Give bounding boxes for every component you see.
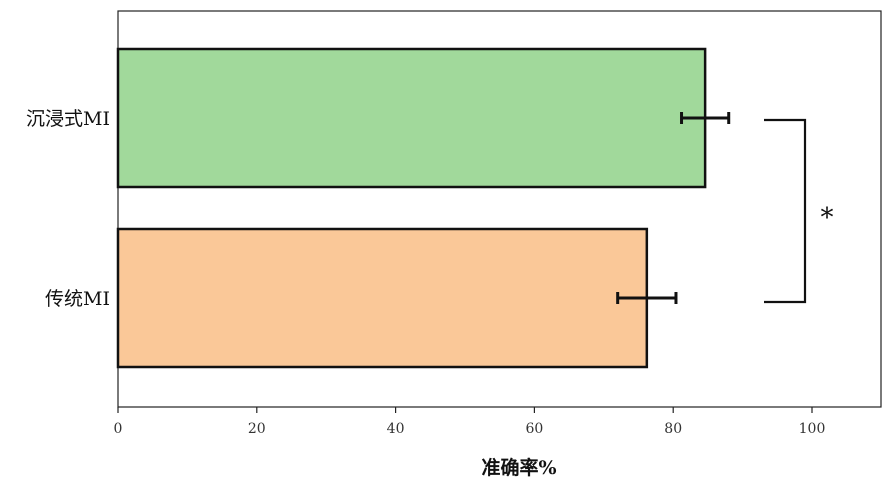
plot-frame	[117, 10, 882, 408]
x-tick-label-1: 20	[248, 421, 266, 437]
bar-1	[116, 227, 649, 369]
category-label-0: 沉浸式MI	[26, 108, 110, 130]
x-tick-label-4: 80	[664, 421, 682, 437]
category-label-1: 传统MI	[45, 288, 110, 310]
bar-0	[116, 47, 707, 189]
x-axis-title: 准确率%	[481, 456, 556, 479]
x-tick-label-5: 100	[799, 421, 826, 437]
significance-label: *	[821, 203, 834, 233]
x-tick-label-2: 40	[387, 421, 405, 437]
significance-bracket	[764, 118, 807, 304]
x-tick-label-3: 60	[525, 421, 543, 437]
x-tick-label-0: 0	[114, 421, 123, 437]
